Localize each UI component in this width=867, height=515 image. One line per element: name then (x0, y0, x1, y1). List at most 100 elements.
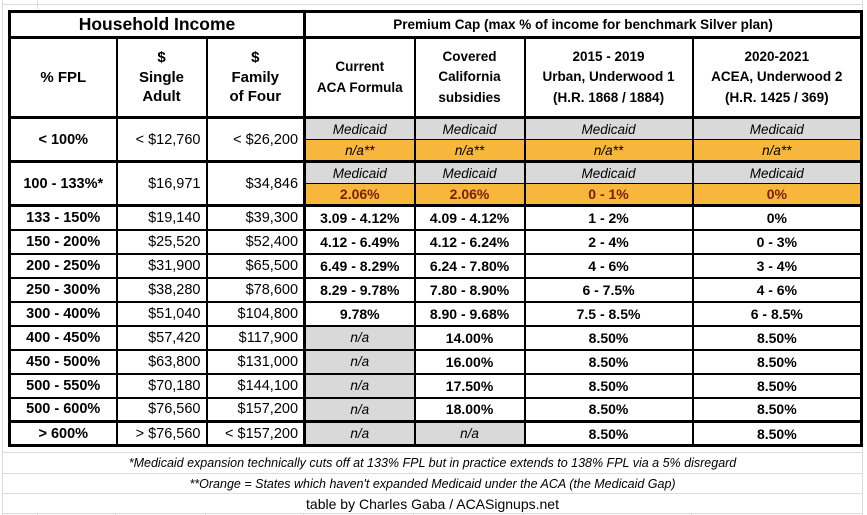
cell-medicaid: Medicaid (691, 116, 863, 140)
table-row: 150 - 200% $25,520 $52,400 4.12 - 6.49% … (8, 228, 863, 255)
cell-medicaid-gap-value: 2.06% (303, 183, 416, 207)
cell-single-adult: $25,520 (115, 228, 208, 255)
footnote-orange-legend: **Orange = States which haven't expanded… (189, 477, 676, 491)
table-row: 250 - 300% $38,280 $78,600 8.29 - 9.78% … (8, 276, 863, 303)
cell-medicaid-gap: n/a** (413, 139, 526, 163)
cell-aca: n/a (303, 420, 416, 447)
sheet-gridline (2, 473, 863, 474)
cell-covca: 7.80 - 8.90% (413, 276, 526, 303)
cell-fpl: < 100% (8, 116, 118, 163)
cell-covca: 14.00% (413, 324, 526, 351)
cell-covca: 4.12 - 6.24% (413, 228, 526, 255)
cell-family-of-four: $65,500 (205, 252, 306, 279)
cell-single-adult: $19,140 (115, 204, 208, 231)
cell-acea: 8.50% (691, 324, 863, 351)
cell-urban: 7.5 - 8.5% (523, 300, 694, 327)
cell-medicaid: Medicaid (303, 160, 416, 184)
income-premium-cap-table: Household Income Premium Cap (max % of i… (8, 10, 864, 447)
cell-family-of-four: < $157,200 (205, 420, 306, 447)
col-header-urban: 2015 - 2019 Urban, Underwood 1 (H.R. 186… (523, 36, 694, 119)
cell-medicaid: Medicaid (691, 160, 863, 184)
table-row: 100 - 133%* $16,971 $34,846 Medicaid Med… (8, 160, 863, 207)
cell-fpl: > 600% (8, 420, 118, 447)
cell-medicaid: Medicaid (303, 116, 416, 140)
cell-acea: 0% (691, 204, 863, 231)
cell-medicaid-gap-value: 0 - 1% (523, 183, 694, 207)
cell-urban: 8.50% (523, 396, 694, 423)
cell-medicaid-gap: n/a** (691, 139, 863, 163)
cell-single-adult: $31,900 (115, 252, 208, 279)
sheet-gridline (2, 513, 863, 514)
cell-covca: 6.24 - 7.80% (413, 252, 526, 279)
cell-family-of-four: $157,200 (205, 396, 306, 423)
cell-family-of-four: $117,900 (205, 324, 306, 351)
sheet-gridline (37, 0, 38, 9)
table-row: n/a** n/a** n/a** n/a** (10, 139, 863, 163)
sheet-gridline (2, 493, 863, 494)
cell-single-adult: < $12,760 (115, 116, 208, 163)
cell-aca: n/a (303, 348, 416, 375)
cell-acea: 6 - 8.5% (691, 300, 863, 327)
cell-family-of-four: $104,800 (205, 300, 306, 327)
section-header-row: Household Income Premium Cap (max % of i… (8, 10, 863, 39)
sheet-gridline (115, 513, 116, 515)
table-row: 200 - 250% $31,900 $65,500 6.49 - 8.29% … (8, 252, 863, 279)
sheet-gridline (2, 4, 863, 5)
cell-family-of-four: $131,000 (205, 348, 306, 375)
cell-fpl: 100 - 133%* (8, 160, 118, 207)
cell-single-adult: $16,971 (115, 160, 208, 207)
cell-medicaid-gap-value: 2.06% (413, 183, 526, 207)
cell-aca: 8.29 - 9.78% (303, 276, 416, 303)
cell-aca: 4.12 - 6.49% (303, 228, 416, 255)
cell-acea: 8.50% (691, 420, 863, 447)
cell-family-of-four: $52,400 (205, 228, 306, 255)
cell-covca: 17.50% (413, 372, 526, 399)
cell-aca: n/a (303, 324, 416, 351)
cell-family-of-four: $34,846 (205, 160, 306, 207)
cell-family-of-four: < $26,200 (205, 116, 306, 163)
column-header-row: % FPL $ Single Adult $ Family of Four Cu… (8, 36, 863, 119)
cell-fpl: 133 - 150% (8, 204, 118, 231)
cell-urban: 4 - 6% (523, 252, 694, 279)
sheet-gridline (37, 513, 38, 515)
cell-covca: 16.00% (413, 348, 526, 375)
table-row: 300 - 400% $51,040 $104,800 9.78% 8.90 -… (8, 300, 863, 327)
table-row: > 600% > $76,560 < $157,200 n/a n/a 8.50… (8, 420, 863, 447)
credit-line: table by Charles Gaba / ACASignups.net (306, 496, 559, 512)
cell-medicaid: Medicaid (413, 160, 526, 184)
cell-fpl: 500 - 600% (8, 396, 118, 423)
cell-urban: 8.50% (523, 324, 694, 351)
col-header-aca: Current ACA Formula (303, 36, 416, 119)
household-income-header: Household Income (8, 10, 306, 39)
table-row: 2.06% 2.06% 0 - 1% 0% (10, 183, 863, 207)
cell-acea: 8.50% (691, 372, 863, 399)
cell-acea: 8.50% (691, 396, 863, 423)
cell-fpl: 150 - 200% (8, 228, 118, 255)
sheet-gridline (205, 513, 206, 515)
table-row: 450 - 500% $63,800 $131,000 n/a 16.00% 8… (8, 348, 863, 375)
cell-acea: 4 - 6% (691, 276, 863, 303)
cell-urban: 1 - 2% (523, 204, 694, 231)
col-header-family: $ Family of Four (205, 36, 306, 119)
cell-single-adult: $63,800 (115, 348, 208, 375)
table-row: 500 - 600% $76,560 $157,200 n/a 18.00% 8… (8, 396, 863, 423)
premium-cap-header: Premium Cap (max % of income for benchma… (303, 10, 863, 39)
cell-aca: 3.09 - 4.12% (303, 204, 416, 231)
sheet-gridline (523, 513, 524, 515)
cell-covca: 18.00% (413, 396, 526, 423)
cell-acea: 0 - 3% (691, 228, 863, 255)
cell-medicaid: Medicaid (413, 116, 526, 140)
cell-aca: 9.78% (303, 300, 416, 327)
cell-covca: 8.90 - 9.68% (413, 300, 526, 327)
cell-fpl: 200 - 250% (8, 252, 118, 279)
cell-acea: 3 - 4% (691, 252, 863, 279)
cell-urban: 6 - 7.5% (523, 276, 694, 303)
table-row: 400 - 450% $57,420 $117,900 n/a 14.00% 8… (8, 324, 863, 351)
col-header-acea: 2020-2021 ACEA, Underwood 2 (H.R. 1425 /… (691, 36, 863, 119)
cell-covca: n/a (413, 420, 526, 447)
cell-aca: 6.49 - 8.29% (303, 252, 416, 279)
sheet-gridline (691, 513, 692, 515)
cell-medicaid: Medicaid (523, 116, 694, 140)
footnote-medicaid-expansion: *Medicaid expansion technically cuts off… (128, 456, 737, 470)
